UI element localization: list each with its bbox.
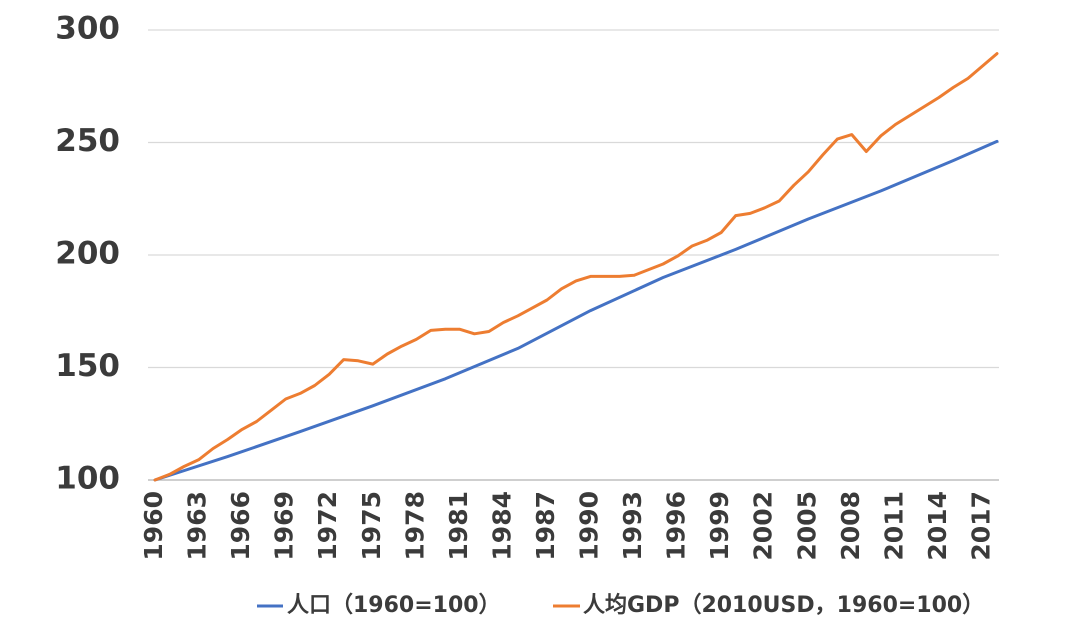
x-tick-label: 2011 — [879, 491, 908, 561]
series-lines — [153, 52, 999, 482]
x-tick-label: 2014 — [923, 491, 952, 561]
legend-item-population: 人口（1960=100） — [257, 593, 501, 618]
x-tick-label: 1996 — [662, 491, 691, 561]
x-tick-label: 1972 — [313, 491, 342, 561]
x-tick-label: 1969 — [270, 491, 299, 561]
legend-item-gdp-per-capita: 人均GDP（2010USD，1960=100） — [553, 592, 984, 618]
x-tick-label: 1963 — [183, 491, 212, 561]
x-tick-label: 2017 — [966, 491, 995, 561]
y-tick-label: 100 — [55, 461, 120, 497]
y-tick-label: 200 — [55, 236, 120, 272]
x-tick-label: 1960 — [139, 491, 168, 561]
y-tick-label: 300 — [55, 11, 120, 47]
y-tick-label: 250 — [55, 123, 120, 159]
x-tick-label: 1987 — [531, 491, 560, 561]
y-tick-label: 150 — [55, 348, 120, 384]
series-line-population — [153, 139, 999, 482]
x-tick-label: 1981 — [444, 491, 473, 561]
x-tick-label: 2008 — [836, 491, 865, 561]
legend-label-gdp-per-capita: 人均GDP（2010USD，1960=100） — [583, 592, 984, 618]
x-tick-label: 1978 — [400, 491, 429, 561]
x-tick-label: 1966 — [226, 491, 255, 561]
x-tick-label: 1984 — [487, 491, 516, 561]
series-line-gdp-per-capita — [153, 52, 999, 482]
y-axis-tick-labels: 100 150 200 250 300 — [55, 11, 120, 497]
x-tick-label: 1993 — [618, 491, 647, 561]
x-axis-tick-labels: 1960 1963 1966 1969 1972 1975 1978 1981 1984 1987… — [139, 491, 995, 561]
legend-label-population: 人口（1960=100） — [287, 593, 501, 618]
x-tick-label: 1975 — [357, 491, 386, 561]
x-tick-label: 2002 — [749, 491, 778, 561]
x-tick-label: 1990 — [575, 491, 604, 561]
legend: 人口（1960=100） 人均GDP（2010USD，1960=100） — [257, 592, 984, 618]
x-tick-label: 2005 — [792, 491, 821, 561]
x-tick-label: 1999 — [705, 491, 734, 561]
gridlines — [148, 29, 999, 369]
